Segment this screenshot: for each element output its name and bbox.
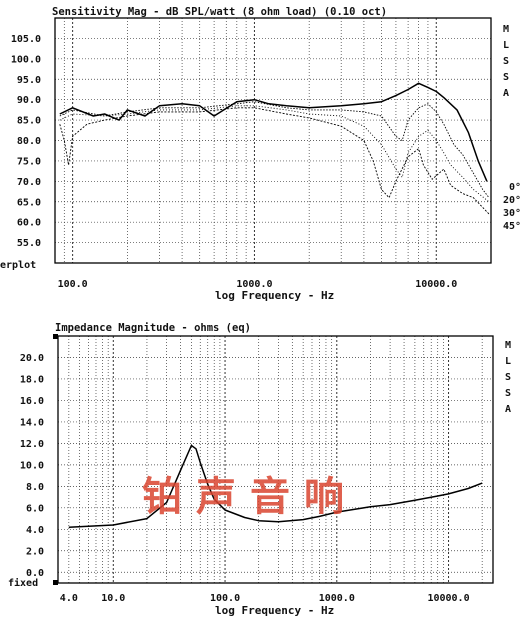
impedance-x-axis-label: log Frequency - Hz [215, 604, 334, 617]
y-tick-label: 75.0 [17, 156, 41, 167]
side-letter: M [505, 340, 511, 351]
y-tick-label: 18.0 [20, 374, 44, 385]
y-tick-label: 14.0 [20, 417, 44, 428]
side-letter: A [503, 88, 509, 99]
x-tick-label: 10.0 [101, 593, 125, 604]
legend-entry: 45° [503, 221, 521, 232]
sensitivity-plot: 55.0 60.0 65.0 70.0 75.0 80.0 85.0 90.0 95.0 100.… [11, 17, 492, 290]
y-tick-label: 65.0 [17, 197, 41, 208]
legend-entry: 0° [509, 182, 521, 193]
impedance-grid [58, 336, 493, 583]
y-tick-label: 55.0 [17, 238, 41, 249]
sensitivity-grid [54, 18, 492, 263]
x-tick-label: 1000.0 [319, 593, 355, 604]
impedance-corner-label: fixed [8, 577, 38, 589]
side-letter: S [503, 56, 509, 67]
impedance-side-label: M L S S A [505, 340, 511, 415]
sensitivity-corner-label: erplot [0, 260, 36, 271]
sensitivity-x-axis-label: log Frequency - Hz [215, 289, 334, 302]
x-tick-label: 10000.0 [415, 279, 457, 290]
y-tick-label: 0.0 [26, 568, 44, 579]
y-tick-label: 4.0 [26, 525, 44, 536]
y-tick-label: 10.0 [20, 460, 44, 471]
side-letter: S [503, 72, 509, 83]
x-tick-label: 1000.0 [236, 279, 272, 290]
y-tick-label: 2.0 [26, 546, 44, 557]
legend-entry: 20° [503, 195, 521, 206]
x-tick-label: 100.0 [210, 593, 240, 604]
y-tick-label: 80.0 [17, 136, 41, 147]
x-tick-label: 100.0 [58, 279, 88, 290]
impedance-plot-frame [57, 335, 494, 584]
legend-entry: 30° [503, 208, 521, 219]
y-tick-label: 6.0 [26, 503, 44, 514]
sensitivity-series-line [59, 105, 490, 203]
corner-marker [53, 334, 58, 339]
sensitivity-side-label: M L S S A [503, 24, 509, 99]
y-tick-label: 8.0 [26, 482, 44, 493]
y-tick-label: 95.0 [17, 75, 41, 86]
y-tick-label: 85.0 [17, 116, 41, 127]
sensitivity-chart-title: Sensitivity Mag - dB SPL/watt (8 ohm loa… [52, 6, 387, 18]
x-tick-label: 4.0 [60, 593, 78, 604]
watermark: 铂声音响 [142, 473, 358, 520]
y-tick-label: 90.0 [17, 95, 41, 106]
sensitivity-series-line [59, 107, 490, 215]
sensitivity-legend: 0° 20° 30° 45° [503, 182, 521, 232]
impedance-chart-title: Impedance Magnitude - ohms (eq) [55, 322, 251, 334]
sensitivity-series-line [59, 82, 488, 182]
y-tick-label: 100.0 [11, 54, 41, 65]
side-letter: M [503, 24, 509, 35]
sensitivity-plot-frame [54, 17, 492, 264]
side-letter: L [505, 356, 511, 367]
sensitivity-series-line [59, 101, 490, 198]
y-tick-label: 20.0 [20, 353, 44, 364]
y-tick-label: 60.0 [17, 218, 41, 229]
y-tick-label: 70.0 [17, 177, 41, 188]
impedance-plot: 0.0 2.0 4.0 6.0 8.0 10.0 12.0 14.0 16.0 18.0 20.0 4… [20, 335, 494, 604]
side-letter: L [503, 40, 509, 51]
impedance-series-line [68, 444, 483, 528]
y-tick-label: 105.0 [11, 34, 41, 45]
x-tick-label: 10000.0 [427, 593, 469, 604]
y-tick-label: 12.0 [20, 439, 44, 450]
plot-layer: 55.0 60.0 65.0 70.0 75.0 80.0 85.0 90.0 95.0 100.… [11, 17, 494, 604]
side-letter: S [505, 388, 511, 399]
corner-marker [53, 580, 58, 585]
side-letter: A [505, 404, 511, 415]
y-tick-label: 16.0 [20, 396, 44, 407]
side-letter: S [505, 372, 511, 383]
